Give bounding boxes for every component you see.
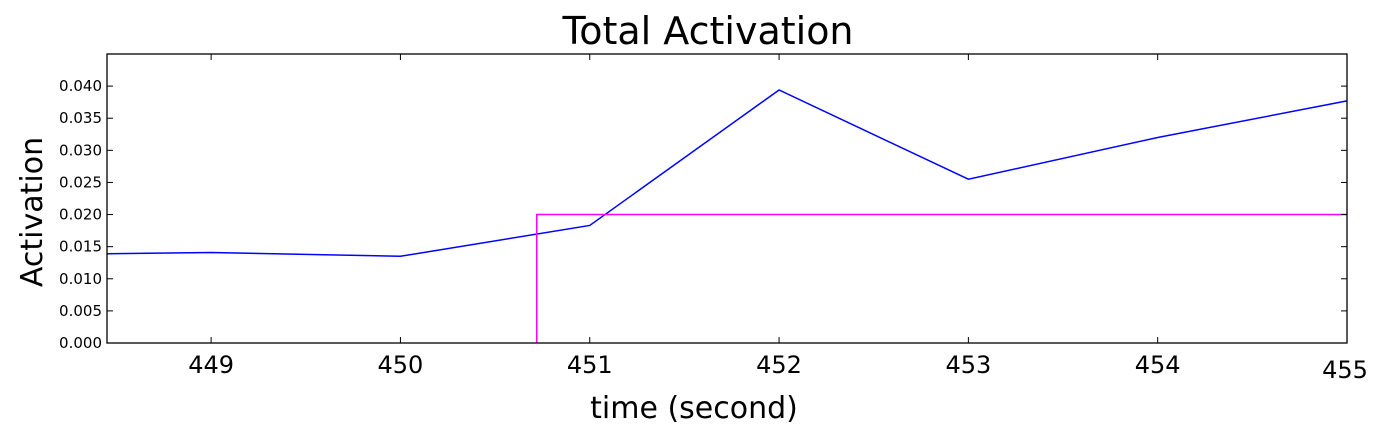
y-axis-label: Activation [15,137,50,287]
y-tick-label: 0.030 [59,141,102,159]
x-tick-label: 451 [567,351,613,379]
x-tick-label: 450 [378,351,424,379]
y-tick-label: 0.025 [59,173,102,191]
y-tick-label: 0.010 [59,270,102,288]
y-tick-label: 0.000 [59,334,102,352]
x-axis-label: time (second) [590,391,798,426]
x-tick-label: 452 [756,351,802,379]
plot-frame [106,53,1348,344]
y-tick-label: 0.035 [59,109,102,127]
y-tick-label: 0.020 [59,206,102,224]
chart-title: Total Activation [561,9,853,53]
x-tick-label: 449 [188,351,234,379]
series-layer [106,89,1348,343]
x-tick-label: 455 [1322,356,1368,384]
y-tick-label: 0.040 [59,77,102,95]
x-tick-label: 454 [1135,351,1181,379]
series-line-1 [106,89,1348,258]
x-tick-label: 453 [945,351,991,379]
y-tick-label: 0.015 [59,238,102,256]
y-axis: 0.000 0.005 0.010 0.015 0.020 0.025 0.030 0.035… [59,77,1347,352]
y-tick-label: 0.005 [59,302,102,320]
x-axis: 449 450 451 452 453 454 455 [188,54,1368,384]
series-line-2 [535,213,1347,343]
